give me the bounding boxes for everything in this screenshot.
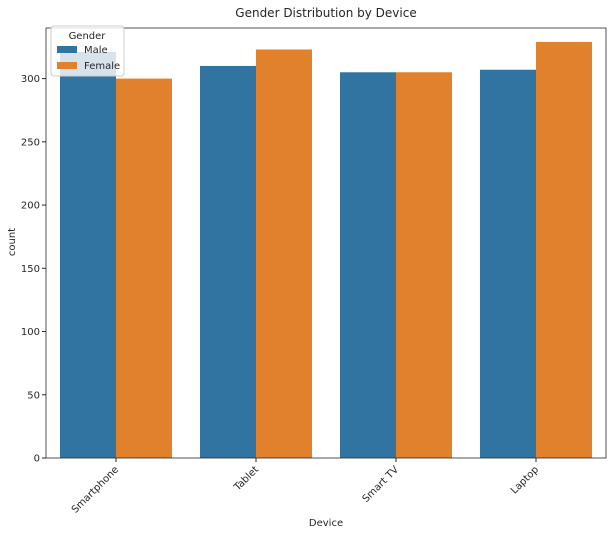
bar-female-smartphone: [116, 78, 172, 459]
bar-male-tablet: [200, 65, 256, 459]
y-tick-label: 50: [27, 390, 40, 401]
bar-female-tablet: [256, 49, 312, 458]
legend: Gender Male Female: [50, 25, 125, 77]
x-axis-title: Device: [309, 518, 343, 529]
y-tick-label: 300: [21, 74, 40, 85]
y-tick-label: 0: [34, 454, 40, 465]
x-tick-label: Laptop: [509, 464, 541, 496]
bar-female-laptop: [536, 41, 592, 458]
y-tick-label: 100: [21, 327, 40, 338]
x-tick-label: Smartphone: [70, 464, 121, 515]
plot-frame: [45, 27, 607, 459]
legend-title: Gender: [69, 31, 107, 42]
legend-label-female: Female: [84, 61, 120, 72]
legend-label-male: Male: [84, 45, 108, 56]
bar-male-smartphone: [60, 52, 116, 458]
bar-male-laptop: [480, 69, 536, 458]
y-tick-label: 200: [21, 201, 40, 212]
bar-female-smart-tv: [396, 72, 452, 458]
legend-swatch-female: [57, 62, 77, 69]
x-tick-label: Smart TV: [361, 464, 402, 505]
y-tick-label: 150: [21, 264, 40, 275]
bar-male-smart-tv: [340, 72, 396, 458]
legend-swatch-male: [57, 46, 77, 53]
y-axis-title: count: [7, 228, 18, 256]
chart-title: Gender Distribution by Device: [235, 6, 416, 20]
x-tick-label: Tablet: [232, 464, 262, 494]
y-tick-label: 250: [21, 137, 40, 148]
